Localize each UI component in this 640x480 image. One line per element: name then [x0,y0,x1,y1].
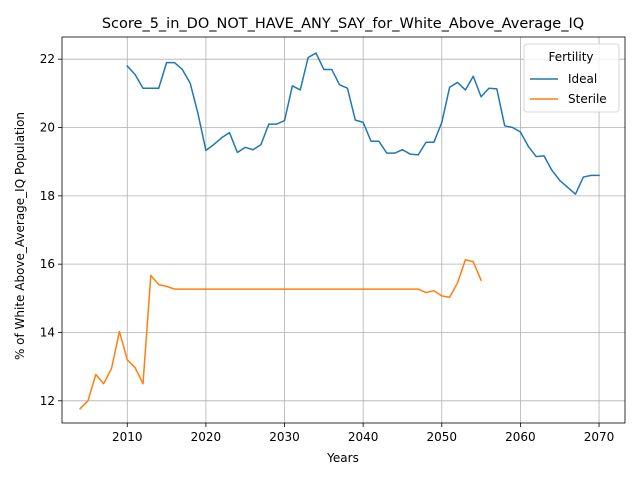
y-tick-label: 12 [40,394,55,408]
x-tick-label: 2020 [191,430,222,444]
x-axis-label: Years [326,451,359,465]
legend-box [523,43,620,113]
legend: Fertility Ideal Sterile [523,43,620,113]
axis-ticks: 2010 2020 2030 2040 2050 2060 2070 12 14 16 18 20 22 [40,52,615,444]
x-tick-label: 2040 [348,430,379,444]
y-tick-label: 22 [40,52,55,66]
legend-label-ideal: Ideal [568,72,597,86]
legend-title: Fertility [548,50,593,64]
series-line-ideal [126,52,600,195]
x-tick-label: 2060 [505,430,536,444]
y-tick-label: 16 [40,257,55,271]
grid-lines [62,37,625,423]
y-tick-label: 14 [40,325,55,339]
y-axis-label: % of White Above_Average_IQ Population [13,112,27,360]
plot-frame [61,36,626,424]
y-tick-label: 18 [40,189,55,203]
y-tick-label: 20 [40,121,55,135]
chart-title: Score_5_in_DO_NOT_HAVE_ANY_SAY_for_White… [102,16,584,32]
x-tick-label: 2010 [112,430,143,444]
x-tick-label: 2070 [584,430,615,444]
series-line-sterile [79,258,483,410]
series-lines [79,52,600,410]
x-tick-label: 2030 [269,430,300,444]
x-tick-label: 2050 [427,430,458,444]
legend-label-sterile: Sterile [568,92,607,106]
